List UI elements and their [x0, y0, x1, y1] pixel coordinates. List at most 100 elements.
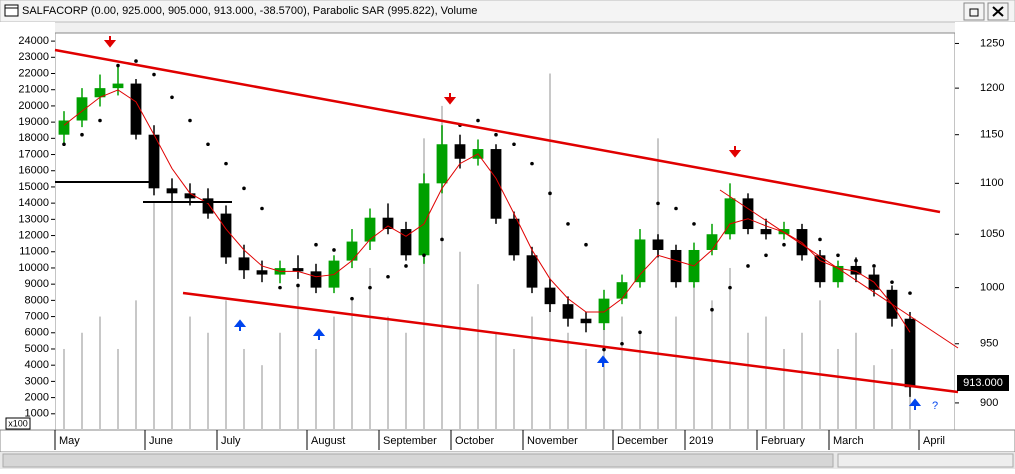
- volume-bar: [567, 332, 569, 430]
- candle-body: [364, 217, 376, 242]
- sar-dot: [242, 186, 246, 191]
- unit-box: [5, 417, 31, 430]
- y-tick-label: 10000: [18, 262, 49, 274]
- sar-dot: [710, 307, 714, 312]
- down-arrow: [443, 93, 457, 105]
- candle-body: [256, 270, 268, 275]
- y-tick-label: 4000: [25, 359, 49, 371]
- last-price-label: 913.000: [963, 377, 1003, 389]
- right-axis: [955, 22, 1015, 430]
- candle-body: [76, 97, 88, 121]
- y-tick-label: 3000: [25, 375, 49, 387]
- sar-dot: [692, 222, 696, 226]
- sar-dot: [296, 283, 300, 288]
- sar-dot: [872, 264, 876, 268]
- down-arrow: [103, 36, 117, 48]
- volume-bar: [585, 348, 587, 430]
- x-tick-label: 2019: [689, 435, 713, 447]
- candle-body: [238, 257, 250, 271]
- scrollbar[interactable]: [2, 453, 834, 468]
- x-tick-label: October: [455, 435, 494, 447]
- y2-tick-label: 900: [980, 397, 998, 409]
- volume-bar: [531, 316, 533, 430]
- volume-bar: [351, 300, 353, 430]
- sar-dot: [728, 285, 732, 290]
- annotation-text: ?: [932, 400, 938, 412]
- sar-dot: [566, 222, 570, 226]
- volume-bar: [225, 300, 227, 430]
- candle-body: [148, 134, 160, 189]
- sar-dot: [800, 232, 804, 237]
- volume-bar: [117, 348, 119, 430]
- sar-dot: [134, 59, 138, 63]
- sar-dot: [476, 118, 480, 123]
- upper-trendline: [54, 48, 941, 214]
- down-arrow: [728, 146, 742, 158]
- volume-bar: [549, 73, 551, 431]
- volume-bar: [81, 332, 83, 430]
- up-arrow: [908, 398, 922, 410]
- volume-bar: [477, 284, 479, 430]
- sar-dot: [278, 285, 282, 290]
- candle-body: [598, 298, 610, 324]
- y2-tick-label: 1050: [980, 228, 1004, 240]
- sar-dot: [638, 330, 642, 335]
- volume-bar: [801, 332, 803, 430]
- candle-body: [616, 282, 628, 299]
- volume-bar: [675, 316, 677, 430]
- sar-dot: [584, 242, 588, 247]
- y-tick-label: 15000: [18, 181, 49, 193]
- candle-body: [166, 188, 178, 194]
- y2-tick-label: 1100: [980, 177, 1004, 189]
- y-tick-label: 24000: [18, 35, 49, 47]
- volume-bar: [855, 332, 857, 430]
- x-tick-label: September: [383, 435, 437, 447]
- candle-body: [112, 83, 124, 89]
- sar-dot: [206, 142, 210, 147]
- candle-body: [760, 229, 772, 235]
- volume-bar: [711, 300, 713, 430]
- candle-body: [652, 239, 664, 250]
- y-tick-label: 7000: [25, 310, 49, 322]
- volume-bar: [315, 348, 317, 430]
- candle-body: [454, 144, 466, 159]
- candle-body: [850, 265, 862, 275]
- candle-body: [562, 304, 574, 319]
- up-arrow: [596, 355, 610, 367]
- window-icon: [4, 4, 19, 17]
- candle-body: [400, 229, 412, 256]
- y-tick-label: 19000: [18, 116, 49, 128]
- candle-body: [436, 144, 448, 184]
- candle-body: [202, 198, 214, 214]
- sar-dot: [494, 132, 498, 137]
- y-tick-label: 20000: [18, 100, 49, 112]
- x-tick-label: February: [761, 435, 806, 447]
- sar-dot: [818, 237, 822, 242]
- left-axis: [0, 22, 55, 430]
- volume-bar: [153, 203, 155, 430]
- sar-dot: [440, 237, 444, 242]
- volume-bar: [405, 332, 407, 430]
- volume-bar: [783, 348, 785, 430]
- y-tick-label: 9000: [25, 278, 49, 290]
- candle-body: [724, 198, 736, 235]
- volume-bar: [333, 316, 335, 430]
- x-tick-label: April: [923, 435, 945, 447]
- volume-bar: [459, 251, 461, 430]
- x-tick-label: May: [59, 435, 80, 447]
- sar-dot: [170, 95, 174, 100]
- toolbar[interactable]: [837, 453, 1014, 468]
- volume-bar: [495, 332, 497, 430]
- candle-body: [508, 218, 520, 256]
- volume-bar: [261, 365, 263, 430]
- y-tick-label: 17000: [18, 148, 49, 160]
- restore-button[interactable]: [963, 2, 985, 21]
- sar-dot: [836, 253, 840, 258]
- sar-dot: [620, 341, 624, 346]
- sar-dot: [854, 258, 858, 263]
- title-bar: [0, 0, 1015, 23]
- sar-dot: [404, 264, 408, 268]
- thin-trendline: [719, 189, 959, 349]
- candle-body: [832, 265, 844, 283]
